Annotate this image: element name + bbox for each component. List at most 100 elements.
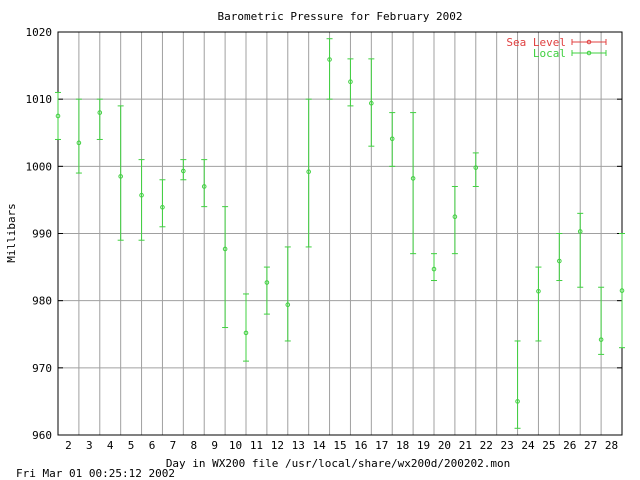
mean-marker (598, 337, 604, 342)
x-tick-label: 17 (375, 439, 388, 452)
y-tick-label: 980 (32, 295, 52, 308)
grid-lines (58, 32, 622, 435)
footer-timestamp: Fri Mar 01 00:25:12 2002 (16, 467, 175, 480)
axis-ticks: 2 3 4 5 6 7 8 9 10 11 12 13 14 15 16 17 18 19 20 21 22 23 24 25… (26, 26, 622, 452)
data-point (75, 98, 82, 174)
x-tick-label: 20 (438, 439, 451, 452)
y-axis-label: Millibars (5, 203, 18, 263)
data-point (201, 159, 208, 208)
data-point (368, 58, 375, 147)
x-tick-label: 23 (500, 439, 513, 452)
x-tick-label: 3 (86, 439, 93, 452)
mean-marker (181, 168, 186, 174)
data-point (305, 98, 312, 248)
legend-label-local: Local (533, 47, 566, 60)
x-tick-label: 15 (333, 439, 346, 452)
x-tick-label: 5 (128, 439, 135, 452)
x-tick-label: 26 (563, 439, 576, 452)
x-tick-label: 12 (271, 439, 284, 452)
mean-marker (306, 169, 311, 175)
x-tick-label: 21 (459, 439, 472, 452)
x-tick-label: 19 (417, 439, 430, 452)
data-point (96, 98, 103, 140)
mean-marker (431, 266, 437, 272)
data-point (117, 105, 124, 241)
x-tick-label: 13 (292, 439, 305, 452)
mean-marker (55, 113, 61, 119)
data-point (222, 206, 229, 329)
legend-mark-sea-level (571, 39, 607, 45)
data-point (577, 212, 584, 288)
mean-marker (577, 229, 583, 234)
mean-marker (243, 330, 249, 336)
mean-marker (160, 205, 165, 210)
mean-marker (285, 302, 291, 307)
mean-marker (536, 288, 541, 294)
x-tick-label: 6 (149, 439, 156, 452)
x-tick-label: 18 (396, 439, 409, 452)
data-point (243, 293, 249, 362)
mean-marker (222, 246, 228, 252)
x-tick-label: 27 (584, 439, 597, 452)
data-point (284, 246, 291, 342)
y-tick-label: 960 (32, 429, 52, 442)
y-tick-label: 1010 (26, 93, 53, 106)
mean-marker (201, 184, 207, 189)
data-point (472, 152, 479, 187)
data-point (326, 38, 333, 100)
x-tick-label: 10 (229, 439, 242, 452)
data-point (556, 233, 563, 282)
data-point (347, 58, 354, 107)
data-point (619, 233, 625, 349)
x-tick-label: 2 (65, 439, 72, 452)
mean-marker (264, 280, 270, 285)
mean-marker (348, 79, 353, 85)
mean-marker (389, 136, 395, 142)
data-point (389, 112, 396, 167)
mean-marker (327, 57, 332, 62)
chart-title: Barometric Pressure for February 2002 (217, 10, 462, 23)
legend-mark-local (571, 50, 607, 56)
x-tick-label: 8 (190, 439, 197, 452)
mean-marker (410, 176, 416, 181)
local-series (55, 38, 625, 429)
x-tick-label: 22 (480, 439, 493, 452)
mean-marker (619, 288, 625, 293)
x-tick-label: 16 (354, 439, 367, 452)
x-tick-label: 25 (542, 439, 555, 452)
mean-marker (118, 174, 123, 179)
mean-marker (515, 399, 520, 404)
x-tick-label: 14 (312, 439, 326, 452)
data-point (535, 266, 542, 342)
data-point (431, 253, 437, 282)
y-tick-label: 990 (32, 228, 52, 241)
mean-marker (369, 100, 374, 106)
x-tick-label: 7 (170, 439, 177, 452)
mean-marker (97, 110, 103, 115)
x-tick-label: 11 (250, 439, 263, 452)
legend: Sea Level Local (506, 36, 607, 60)
y-tick-label: 1020 (26, 26, 53, 39)
data-point (55, 91, 61, 140)
x-tick-label: 9 (211, 439, 218, 452)
mean-marker (557, 258, 562, 264)
data-point (598, 286, 605, 355)
y-tick-label: 1000 (26, 160, 53, 173)
x-tick-label: 28 (605, 439, 618, 452)
legend-label-sea-level: Sea Level (506, 36, 566, 49)
data-point (263, 266, 270, 315)
data-point (180, 159, 187, 181)
x-tick-label: 24 (521, 439, 535, 452)
mean-marker (76, 140, 82, 146)
data-point (159, 179, 166, 228)
y-tick-label: 970 (32, 362, 52, 375)
data-point (451, 185, 458, 255)
x-tick-label: 4 (107, 439, 114, 452)
data-point (514, 340, 521, 429)
x-axis-label: Day in WX200 file /usr/local/share/wx200… (166, 457, 510, 470)
mean-marker (452, 214, 458, 220)
mean-marker (139, 192, 144, 198)
mean-marker (473, 165, 479, 170)
legend-marker (586, 50, 592, 56)
